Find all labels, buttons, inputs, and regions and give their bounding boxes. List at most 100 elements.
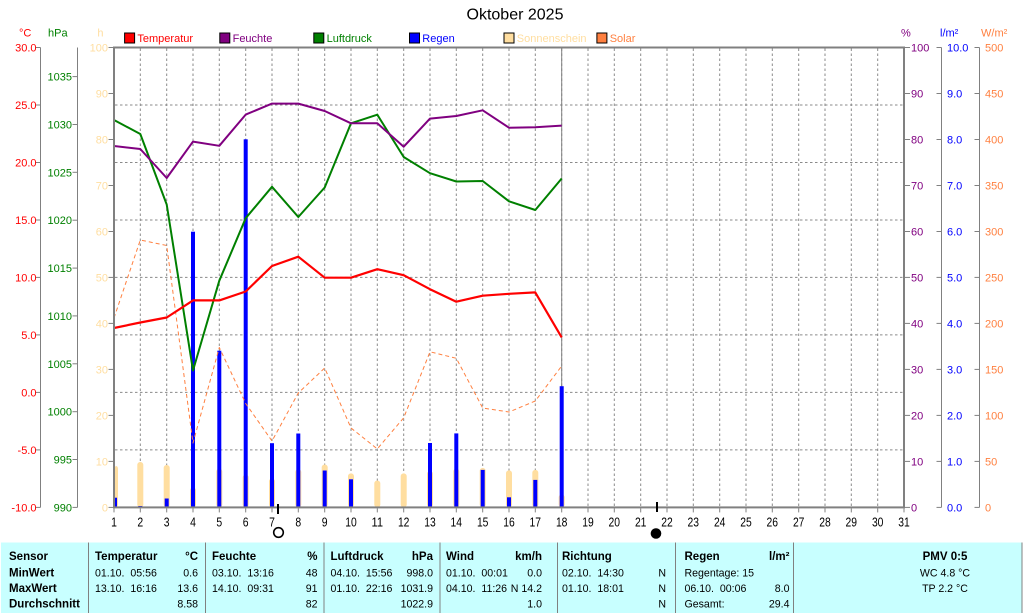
svg-text:10.0: 10.0 <box>15 272 36 284</box>
svg-text:01.10. 00:01: 01.10. 00:01 <box>446 568 508 580</box>
svg-text:Luftdruck: Luftdruck <box>331 551 385 563</box>
svg-text:hPa: hPa <box>48 28 68 40</box>
svg-text:19: 19 <box>582 515 594 530</box>
svg-text:90: 90 <box>96 89 108 101</box>
svg-text:12: 12 <box>398 515 410 530</box>
svg-text:5: 5 <box>216 515 222 530</box>
svg-text:l/m²: l/m² <box>769 551 790 563</box>
svg-text:30: 30 <box>911 364 923 376</box>
svg-text:3: 3 <box>164 515 170 530</box>
svg-text:TP 2.2 °C: TP 2.2 °C <box>922 583 968 595</box>
svg-text:450: 450 <box>985 89 1003 101</box>
svg-text:01.10. 05:56: 01.10. 05:56 <box>95 568 157 580</box>
svg-text:8.0: 8.0 <box>775 583 790 595</box>
svg-text:Regentage: 15: Regentage: 15 <box>685 568 755 580</box>
svg-text:MaxWert: MaxWert <box>9 583 57 595</box>
svg-text:11: 11 <box>372 515 384 530</box>
svg-text:Durchschnitt: Durchschnitt <box>9 598 80 610</box>
svg-text:80: 80 <box>911 135 923 147</box>
svg-text:0.0: 0.0 <box>527 568 542 580</box>
svg-text:1030: 1030 <box>48 120 72 132</box>
svg-text:N: N <box>658 598 666 610</box>
svg-text:04.10. 15:56: 04.10. 15:56 <box>331 568 393 580</box>
svg-text:1.0: 1.0 <box>947 456 962 468</box>
svg-text:6.0: 6.0 <box>947 227 962 239</box>
svg-text:01.10. 22:16: 01.10. 22:16 <box>331 583 393 595</box>
svg-text:30: 30 <box>872 515 884 530</box>
svg-text:90: 90 <box>911 89 923 101</box>
svg-text:PMV 0:5: PMV 0:5 <box>923 551 968 563</box>
svg-text:22: 22 <box>661 515 673 530</box>
svg-text:WC 4.8 °C: WC 4.8 °C <box>920 568 970 580</box>
svg-text:hPa: hPa <box>412 551 434 563</box>
svg-text:Sensor: Sensor <box>9 551 49 563</box>
svg-text:10.0: 10.0 <box>947 43 968 55</box>
svg-text:4: 4 <box>190 515 196 530</box>
svg-text:10: 10 <box>911 456 923 468</box>
svg-text:1: 1 <box>111 515 117 530</box>
svg-text:0: 0 <box>985 502 991 514</box>
svg-text:28: 28 <box>819 515 831 530</box>
svg-text:03.10. 13:16: 03.10. 13:16 <box>212 568 274 580</box>
svg-text:7: 7 <box>269 515 275 530</box>
svg-text:24: 24 <box>714 515 726 530</box>
svg-text:29.4: 29.4 <box>769 598 790 610</box>
svg-text:17: 17 <box>530 515 542 530</box>
svg-text:13.6: 13.6 <box>177 583 198 595</box>
svg-text:0.6: 0.6 <box>183 568 198 580</box>
svg-text:70: 70 <box>96 181 108 193</box>
svg-text:2.0: 2.0 <box>947 410 962 422</box>
svg-text:1025: 1025 <box>48 167 72 179</box>
svg-text:%: % <box>307 551 317 563</box>
svg-text:13: 13 <box>424 515 436 530</box>
svg-text:Gesamt:: Gesamt: <box>685 598 725 610</box>
svg-text:0: 0 <box>911 502 917 514</box>
svg-text:350: 350 <box>985 181 1003 193</box>
svg-text:70: 70 <box>911 181 923 193</box>
svg-text:15: 15 <box>477 515 489 530</box>
svg-text:16: 16 <box>503 515 515 530</box>
svg-text:Sonnenschein: Sonnenschein <box>517 33 587 45</box>
svg-text:31: 31 <box>898 515 910 530</box>
svg-text:20: 20 <box>911 410 923 422</box>
svg-text:-10.0: -10.0 <box>11 502 36 514</box>
svg-text:29: 29 <box>846 515 858 530</box>
svg-text:50: 50 <box>911 272 923 284</box>
svg-text:1015: 1015 <box>48 263 72 275</box>
svg-text:1010: 1010 <box>48 311 72 323</box>
svg-text:1035: 1035 <box>48 72 72 84</box>
svg-text:20: 20 <box>96 410 108 422</box>
svg-text:23: 23 <box>688 515 700 530</box>
svg-text:-5.0: -5.0 <box>18 445 37 457</box>
svg-text:h: h <box>97 28 103 40</box>
svg-text:km/h: km/h <box>515 551 542 563</box>
svg-text:7.0: 7.0 <box>947 181 962 193</box>
svg-text:Feuchte: Feuchte <box>233 33 273 45</box>
svg-text:150: 150 <box>985 364 1003 376</box>
svg-text:Wind: Wind <box>446 551 474 563</box>
svg-text:500: 500 <box>985 43 1003 55</box>
svg-text:15.0: 15.0 <box>15 215 36 227</box>
svg-text:250: 250 <box>985 272 1003 284</box>
svg-text:N 14.2: N 14.2 <box>511 583 542 595</box>
svg-text:06.10. 00:06: 06.10. 00:06 <box>685 583 747 595</box>
svg-text:14: 14 <box>451 515 463 530</box>
svg-text:26: 26 <box>767 515 779 530</box>
svg-text:10: 10 <box>345 515 357 530</box>
svg-text:8.0: 8.0 <box>947 135 962 147</box>
svg-text:Regen: Regen <box>685 551 720 563</box>
svg-text:400: 400 <box>985 135 1003 147</box>
svg-text:01.10. 18:01: 01.10. 18:01 <box>562 583 624 595</box>
svg-text:5.0: 5.0 <box>21 330 36 342</box>
svg-text:60: 60 <box>96 227 108 239</box>
svg-text:W/m²: W/m² <box>981 28 1008 40</box>
svg-text:25.0: 25.0 <box>15 100 36 112</box>
svg-text:0.0: 0.0 <box>947 502 962 514</box>
svg-text:MinWert: MinWert <box>9 568 54 580</box>
svg-text:21: 21 <box>635 515 647 530</box>
svg-text:200: 200 <box>985 318 1003 330</box>
svg-text:1005: 1005 <box>48 359 72 371</box>
svg-text:995: 995 <box>54 455 72 467</box>
svg-text:100: 100 <box>90 43 108 55</box>
svg-text:1000: 1000 <box>48 407 72 419</box>
